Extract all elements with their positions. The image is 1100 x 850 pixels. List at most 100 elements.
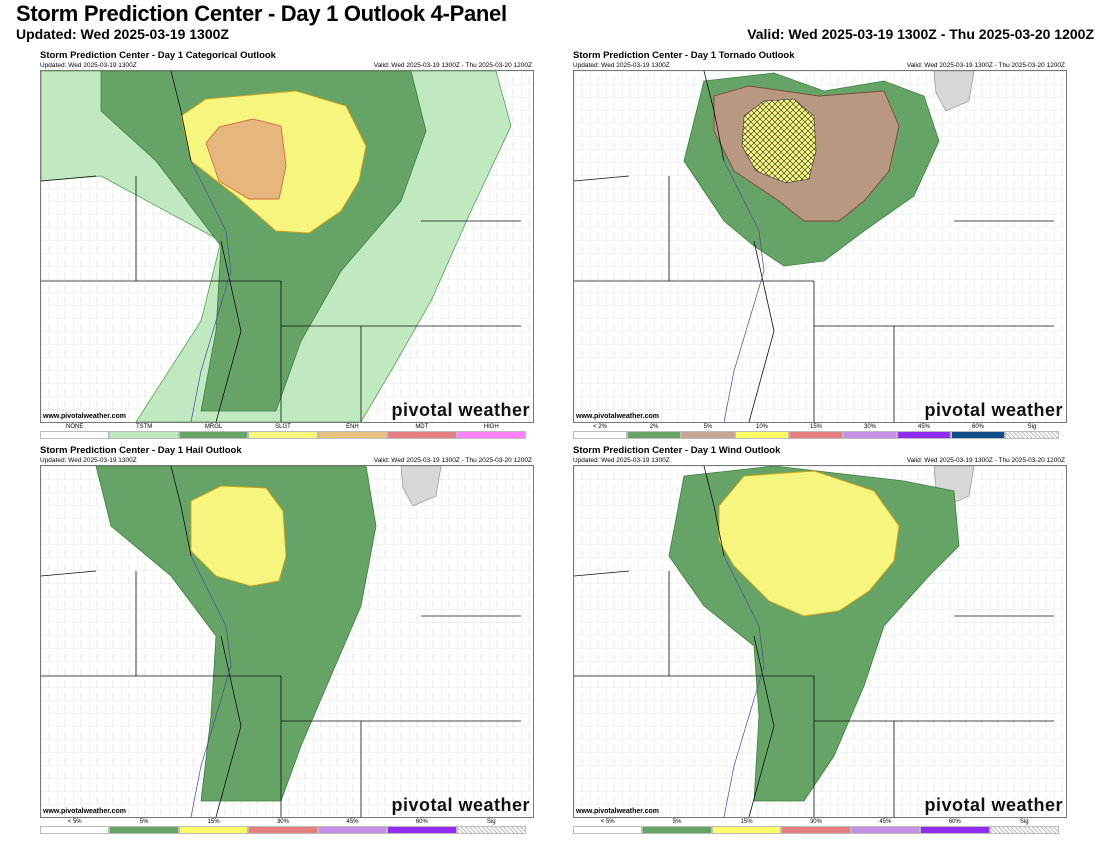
legend-label: HIGH [483, 424, 499, 430]
legend-label: 30% [863, 424, 876, 430]
legend-label: TSTM [135, 424, 153, 430]
legend-swatch [317, 826, 388, 834]
legend-swatch [573, 431, 627, 439]
legend-item: < 2% [573, 423, 627, 439]
legend-label: 45% [879, 819, 892, 825]
site-url[interactable]: www.pivotalweather.com [43, 808, 126, 815]
legend-item: 10% [735, 423, 789, 439]
legend-swatch [248, 431, 318, 439]
legend-item: 5% [109, 818, 179, 834]
river [723, 555, 765, 817]
legend-label: 30% [809, 819, 822, 825]
map-wind[interactable]: www.pivotalweather.com pivotal weather [573, 465, 1067, 818]
legend-label: 30% [276, 819, 289, 825]
legend-item: 30% [781, 818, 851, 834]
legend-item: Sig [989, 818, 1059, 834]
legend-item: 60% [920, 818, 990, 834]
legend-item: 30% [248, 818, 318, 834]
state-lines [574, 71, 1054, 422]
legend-swatch [387, 826, 457, 834]
legend-swatch [178, 826, 249, 834]
legend-swatch [248, 826, 318, 834]
legend-label: 15% [740, 819, 753, 825]
legend-swatch [989, 826, 1059, 834]
legend-label: MRGL [204, 424, 223, 430]
legend-item: 30% [843, 423, 897, 439]
legend-swatch [456, 826, 526, 834]
site-url[interactable]: www.pivotalweather.com [43, 413, 126, 420]
legend-label: Sig [486, 819, 496, 825]
panel-title: Storm Prediction Center - Day 1 Wind Out… [573, 445, 781, 456]
legend-label: NONE [66, 424, 84, 430]
panel-hail: Storm Prediction Center - Day 1 Hail Out… [40, 445, 534, 834]
legend-swatch [40, 826, 110, 834]
legend-item: 60% [387, 818, 457, 834]
legend-label: < 5% [67, 819, 82, 825]
legend: < 2% 2% 5% 10% 15% 30% 45% 60% Sig [573, 423, 1059, 439]
legend-item: ENH [317, 423, 388, 439]
legend-swatch [951, 431, 1005, 439]
legend-swatch [735, 431, 789, 439]
legend-item: 5% [681, 423, 735, 439]
risk-enh [205, 118, 287, 200]
legend-item: Sig [1005, 423, 1059, 439]
panel-valid: Valid: Wed 2025-03-19 1300Z - Thu 2025-0… [373, 62, 532, 69]
legend: < 5% 5% 15% 30% 45% 60% Sig [40, 818, 526, 834]
map-tornado[interactable]: www.pivotalweather.com pivotal weather [573, 70, 1067, 423]
legend-label: 5% [139, 819, 149, 825]
legend-swatch [317, 431, 388, 439]
legend-label: 45% [346, 819, 359, 825]
legend-item: 60% [951, 423, 1005, 439]
legend-swatch [920, 826, 990, 834]
legend-item: 5% [642, 818, 712, 834]
legend-item: 2% [627, 423, 681, 439]
legend-swatch [573, 826, 643, 834]
legend-label: 15% [809, 424, 822, 430]
legend-item: NONE [40, 423, 110, 439]
page-valid: Valid: Wed 2025-03-19 1300Z - Thu 2025-0… [747, 26, 1094, 42]
legend-swatch [843, 431, 897, 439]
river [190, 555, 232, 817]
site-url[interactable]: www.pivotalweather.com [576, 413, 659, 420]
legend-swatch [627, 431, 681, 439]
panel-title: Storm Prediction Center - Day 1 Tornado … [573, 50, 795, 61]
legend-label: < 2% [593, 424, 607, 430]
legend-swatch [711, 826, 782, 834]
legend-label: ENH [346, 424, 359, 430]
state-lines [41, 466, 521, 817]
legend-swatch [1005, 431, 1059, 439]
brand-logo: pivotal weather [391, 795, 530, 815]
legend-label: Sig [1027, 424, 1037, 430]
panel-updated: Updated: Wed 2025-03-19 1300Z [573, 62, 670, 69]
panel-updated: Updated: Wed 2025-03-19 1300Z [573, 457, 670, 464]
legend-label: < 5% [600, 819, 615, 825]
map-categorical[interactable]: www.pivotalweather.com pivotal weather [40, 70, 534, 423]
legend-label: 10% [755, 424, 768, 430]
legend-item: TSTM [109, 423, 179, 439]
legend-swatch [178, 431, 249, 439]
legend-label: 60% [948, 819, 961, 825]
legend-item: < 5% [573, 818, 643, 834]
panel-title: Storm Prediction Center - Day 1 Categori… [40, 50, 276, 61]
legend-swatch [781, 826, 851, 834]
legend-swatch [681, 431, 735, 439]
legend-item: 15% [711, 818, 782, 834]
legend-item: SLGT [248, 423, 318, 439]
legend-label: 60% [415, 819, 428, 825]
site-url[interactable]: www.pivotalweather.com [576, 808, 659, 815]
map-hail[interactable]: www.pivotalweather.com pivotal weather [40, 465, 534, 818]
legend-swatch [387, 431, 457, 439]
legend-label: 45% [917, 424, 930, 430]
legend-swatch [40, 431, 110, 439]
legend-swatch [456, 431, 526, 439]
risk-15 [718, 470, 900, 617]
legend-label: 2% [649, 424, 659, 430]
river [190, 160, 232, 422]
legend-item: 45% [897, 423, 951, 439]
legend-item: Sig [456, 818, 526, 834]
legend-item: 15% [789, 423, 843, 439]
legend-swatch [642, 826, 712, 834]
legend-swatch [109, 431, 179, 439]
legend-label: 60% [971, 424, 984, 430]
panel-valid: Valid: Wed 2025-03-19 1300Z - Thu 2025-0… [906, 62, 1065, 69]
